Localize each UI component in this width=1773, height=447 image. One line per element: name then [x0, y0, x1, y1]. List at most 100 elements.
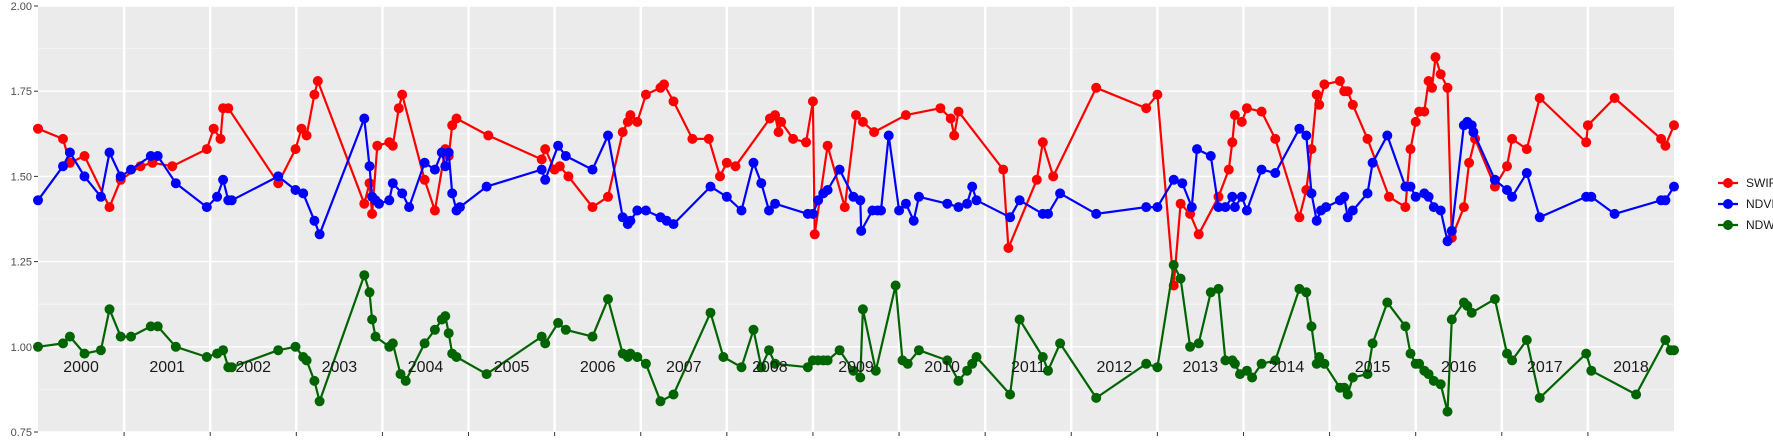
ndvi-point — [908, 215, 919, 226]
ndvi-point — [429, 164, 440, 175]
ndvi-point — [1410, 191, 1421, 202]
swir-point — [1003, 243, 1014, 253]
swir-point — [1241, 103, 1252, 114]
swir-point — [208, 123, 219, 134]
ndwi-point — [1005, 389, 1016, 400]
ndvi-point — [736, 205, 747, 216]
swir-point — [1405, 144, 1416, 155]
year-label: 2001 — [149, 359, 185, 376]
ndwi-point — [1347, 372, 1358, 383]
ndvi-point — [536, 164, 547, 175]
swir-point — [1419, 106, 1430, 117]
swir-point — [770, 110, 781, 121]
ndvi-point — [553, 140, 564, 151]
x-axis-ticks — [123, 432, 1589, 436]
ndwi-point — [1220, 355, 1231, 366]
swir-point — [451, 113, 462, 124]
ndwi-point — [126, 331, 136, 342]
ndwi-point — [440, 311, 451, 322]
swir-point — [953, 106, 964, 117]
swir-point — [1435, 69, 1446, 80]
ndwi-point — [170, 341, 181, 352]
ndwi-point — [1229, 358, 1240, 369]
ndwi-point — [655, 396, 666, 407]
ndvi-point — [1294, 123, 1305, 134]
ndwi-point — [848, 365, 859, 376]
ndvi-point — [1367, 157, 1378, 168]
legend-item-swir: SWIR — [1718, 176, 1773, 190]
ndvi-point — [481, 181, 492, 192]
year-label: 2004 — [408, 359, 444, 376]
ndvi-point — [218, 174, 229, 185]
swir-point — [1141, 103, 1152, 114]
series-ndvi — [33, 113, 1679, 247]
ndvi-point — [454, 202, 465, 213]
ndvi-point — [822, 185, 833, 195]
ndwi-point — [1319, 358, 1330, 369]
ndwi-point — [451, 352, 462, 362]
swir-point — [617, 127, 628, 138]
ndvi-point — [1229, 202, 1240, 213]
ndwi-point — [640, 358, 651, 369]
swir-point — [900, 110, 911, 121]
ndvi-point — [1152, 202, 1163, 213]
ndwi-point — [395, 369, 406, 380]
ndwi-point — [419, 338, 430, 349]
ndvi-point — [273, 171, 284, 182]
ndwi-point — [443, 328, 454, 339]
ndvi-point — [883, 130, 894, 141]
ndwi-point — [367, 314, 378, 325]
ndvi-point — [374, 198, 384, 209]
ndvi-point — [1342, 212, 1353, 223]
ndvi-point — [540, 174, 551, 185]
ndwi-point — [1193, 338, 1204, 349]
swir-point — [1464, 157, 1475, 168]
ndvi-point — [1241, 205, 1252, 216]
ndvi-point — [1306, 188, 1317, 199]
ndvi-point — [1586, 191, 1597, 202]
ndwi-point — [1141, 358, 1152, 369]
ndwi-point — [855, 372, 866, 383]
ndwi-point — [587, 331, 598, 342]
ndwi-point — [1152, 362, 1163, 373]
ndvi-point — [1423, 191, 1434, 202]
year-label: 2012 — [1097, 359, 1133, 376]
ndvi-point — [807, 208, 818, 219]
swir-point — [1342, 86, 1353, 97]
ndvi-point — [201, 202, 212, 213]
swir-point — [668, 96, 679, 107]
ndwi-point — [1521, 335, 1532, 345]
ndwi-point — [1362, 369, 1373, 380]
ndvi-point — [212, 191, 223, 202]
ndvi-point — [226, 195, 237, 206]
ndvi-point — [1405, 181, 1416, 192]
ndwi-point — [953, 375, 964, 386]
swir-point — [1660, 140, 1671, 151]
year-label: 2006 — [580, 359, 616, 376]
ndvi-point — [1141, 202, 1152, 213]
ndvi-point — [1435, 205, 1446, 216]
swir-point — [703, 133, 714, 144]
swir-point — [296, 123, 307, 134]
ndwi-point — [890, 280, 901, 291]
swir-point — [1152, 89, 1163, 100]
ndvi-point — [587, 164, 598, 175]
ndvi-point — [962, 198, 973, 209]
ndvi-point — [900, 198, 911, 209]
ndvi-point — [894, 205, 905, 216]
swir-point — [1430, 52, 1441, 63]
ndwi-point — [79, 348, 90, 359]
swir-point — [1521, 144, 1532, 155]
ndvi-point — [290, 185, 301, 195]
year-label: 2008 — [752, 359, 788, 376]
ndwi-point — [1502, 348, 1512, 359]
ndvi-point — [756, 178, 767, 189]
ndwi-point — [764, 345, 774, 356]
swir-point — [1227, 137, 1238, 148]
swir-point — [1229, 110, 1240, 121]
ndvi-point — [1507, 191, 1518, 202]
ndwi-point — [201, 352, 212, 362]
ndwi-point — [1581, 348, 1592, 359]
ndwi-point — [736, 362, 747, 373]
ndvi-point — [1609, 208, 1620, 219]
